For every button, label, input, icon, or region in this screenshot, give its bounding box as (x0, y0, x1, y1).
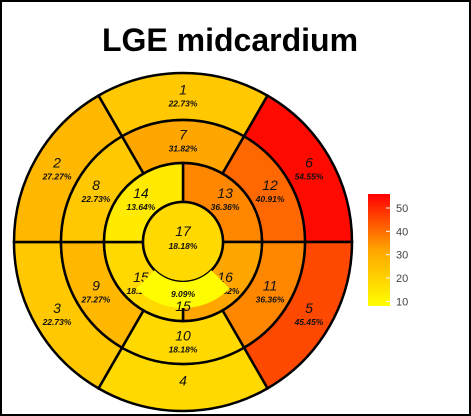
segment-4-number: 4 (179, 373, 187, 389)
segment-8-number: 8 (92, 177, 100, 193)
segment-12-value: 40.91% (255, 194, 285, 204)
colorbar (368, 194, 390, 306)
segment-13-value: 36.36% (211, 202, 240, 212)
segment-17-value: 18.18% (169, 241, 198, 251)
segment-14-number: 14 (133, 185, 149, 201)
colorbar-tick-label-1: 40 (396, 226, 408, 238)
colorbar-tick-label-3: 20 (396, 273, 408, 285)
segment-9-number: 9 (92, 277, 100, 293)
segment-17-number: 17 (175, 223, 192, 239)
colorbar-tick-label-4: 10 (396, 296, 408, 308)
segment-15-inner-value: 9.09% (171, 289, 196, 299)
segment-1-value: 22.73% (168, 99, 198, 109)
colorbar-tick-label-0: 50 (396, 203, 408, 215)
segment-7-value: 31.82% (169, 144, 198, 154)
segment-2-number: 2 (52, 154, 61, 170)
segment-5-value: 45.45% (294, 317, 324, 327)
chart-title: LGE midcardium (101, 22, 359, 58)
segment-8-value: 22.73% (81, 194, 111, 204)
segment-7-number: 7 (179, 127, 188, 143)
segment-15-inner-zone (136, 270, 230, 308)
segment-2-value: 27.27% (42, 171, 72, 181)
colorbar-tick-label-2: 30 (396, 250, 408, 262)
segment-12-number: 12 (262, 177, 278, 193)
segment-6-number: 6 (305, 154, 313, 170)
segment-10-number: 10 (175, 328, 191, 344)
segment-11-value: 36.36% (256, 294, 285, 304)
segment-6-value: 54.55% (295, 171, 324, 181)
segment-10-value: 18.18% (169, 345, 198, 355)
segment-11-number: 11 (263, 277, 278, 293)
segment-3-value: 22.73% (42, 317, 72, 327)
segment-5-number: 5 (305, 300, 313, 316)
segment-9-value: 27.27% (81, 294, 111, 304)
segment-15-number-inner: 15 (175, 298, 191, 314)
segment-3-number: 3 (53, 300, 61, 316)
segment-13-number: 13 (217, 185, 233, 201)
segment-1-number: 1 (179, 82, 187, 98)
segment-14-value: 13.64% (127, 202, 156, 212)
